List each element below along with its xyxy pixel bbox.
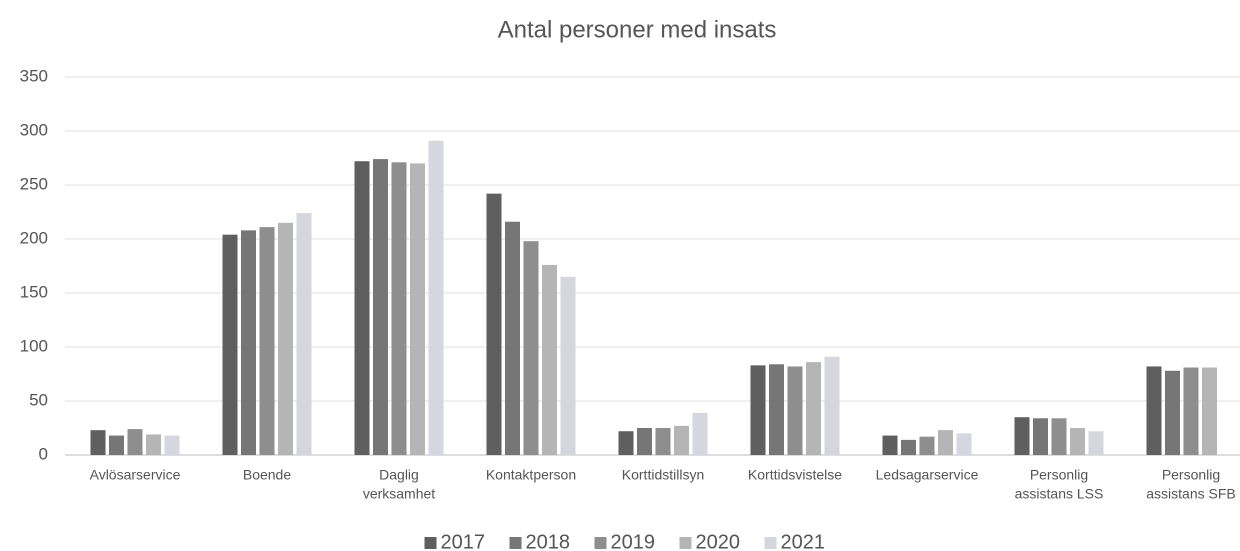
bar: [1088, 431, 1104, 455]
bar: [278, 222, 293, 455]
x-tick-label: assistans SFB: [1146, 486, 1235, 502]
y-tick-label: 0: [39, 444, 48, 463]
legend-label: 2020: [696, 531, 741, 551]
bar: [637, 428, 652, 455]
legend-label: 2019: [611, 531, 656, 551]
legend-swatch: [679, 537, 692, 549]
bar: [919, 436, 935, 455]
bar: [109, 435, 124, 455]
bar: [391, 162, 407, 455]
bar: [938, 430, 953, 455]
bar: [1070, 428, 1085, 455]
bar: [882, 435, 898, 455]
bar: [901, 439, 916, 455]
bar: [90, 430, 106, 455]
x-tick-label: assistans LSS: [1015, 486, 1104, 502]
bar: [1202, 367, 1217, 455]
bar: [146, 434, 161, 455]
x-tick-label: Kontaktperson: [486, 467, 576, 483]
bar: [373, 159, 388, 455]
bar: [560, 276, 576, 455]
y-tick-label: 250: [20, 174, 48, 193]
bar: [523, 241, 539, 455]
bar: [1165, 370, 1180, 455]
y-tick-label: 350: [20, 66, 48, 85]
bar: [542, 264, 557, 455]
bar: [824, 356, 840, 455]
bar: [769, 364, 784, 455]
bar: [222, 234, 238, 455]
legend-label: 2018: [526, 531, 571, 551]
y-tick-label: 200: [20, 228, 48, 247]
bar: [692, 412, 708, 455]
y-tick-label: 100: [20, 336, 48, 355]
legend-swatch: [764, 537, 777, 549]
bar: [505, 221, 520, 455]
bar: [354, 161, 370, 456]
bar: [787, 366, 803, 455]
bar: [1051, 418, 1067, 455]
x-tick-label: Personlig: [1030, 467, 1088, 483]
bar: [750, 365, 766, 455]
legend-label: 2021: [781, 531, 826, 551]
bar: [956, 433, 972, 455]
bar: [1183, 367, 1199, 455]
bar: [1014, 417, 1030, 455]
legend-swatch: [509, 537, 522, 549]
bar: [259, 227, 275, 455]
x-tick-label: Daglig: [379, 467, 419, 483]
x-tick-label: Boende: [243, 467, 291, 483]
bar: [1146, 366, 1162, 455]
bar: [164, 435, 180, 455]
y-tick-label: 300: [20, 120, 48, 139]
bar: [674, 425, 689, 455]
bar: [806, 362, 821, 455]
x-tick-label: Avlösarservice: [90, 467, 181, 483]
y-tick-label: 50: [29, 390, 48, 409]
x-tick-label: Personlig: [1162, 467, 1220, 483]
bar: [296, 213, 312, 455]
bar: [486, 193, 502, 455]
bar: [410, 163, 425, 455]
bar: [127, 429, 143, 455]
y-tick-label: 150: [20, 282, 48, 301]
bar: [1033, 418, 1048, 455]
x-tick-label: Korttidstillsyn: [622, 467, 704, 483]
chart-title: Antal personer med insats: [498, 16, 777, 43]
bar: [618, 431, 634, 455]
bar: [241, 230, 256, 455]
legend-swatch: [594, 537, 607, 549]
legend-label: 2017: [441, 531, 486, 551]
x-tick-label: Ledsagarservice: [876, 467, 979, 483]
legend-swatch: [424, 537, 437, 549]
bar: [428, 140, 444, 455]
bar: [655, 428, 671, 455]
x-tick-label: Korttidsvistelse: [748, 467, 842, 483]
x-tick-label: verksamhet: [363, 486, 435, 502]
